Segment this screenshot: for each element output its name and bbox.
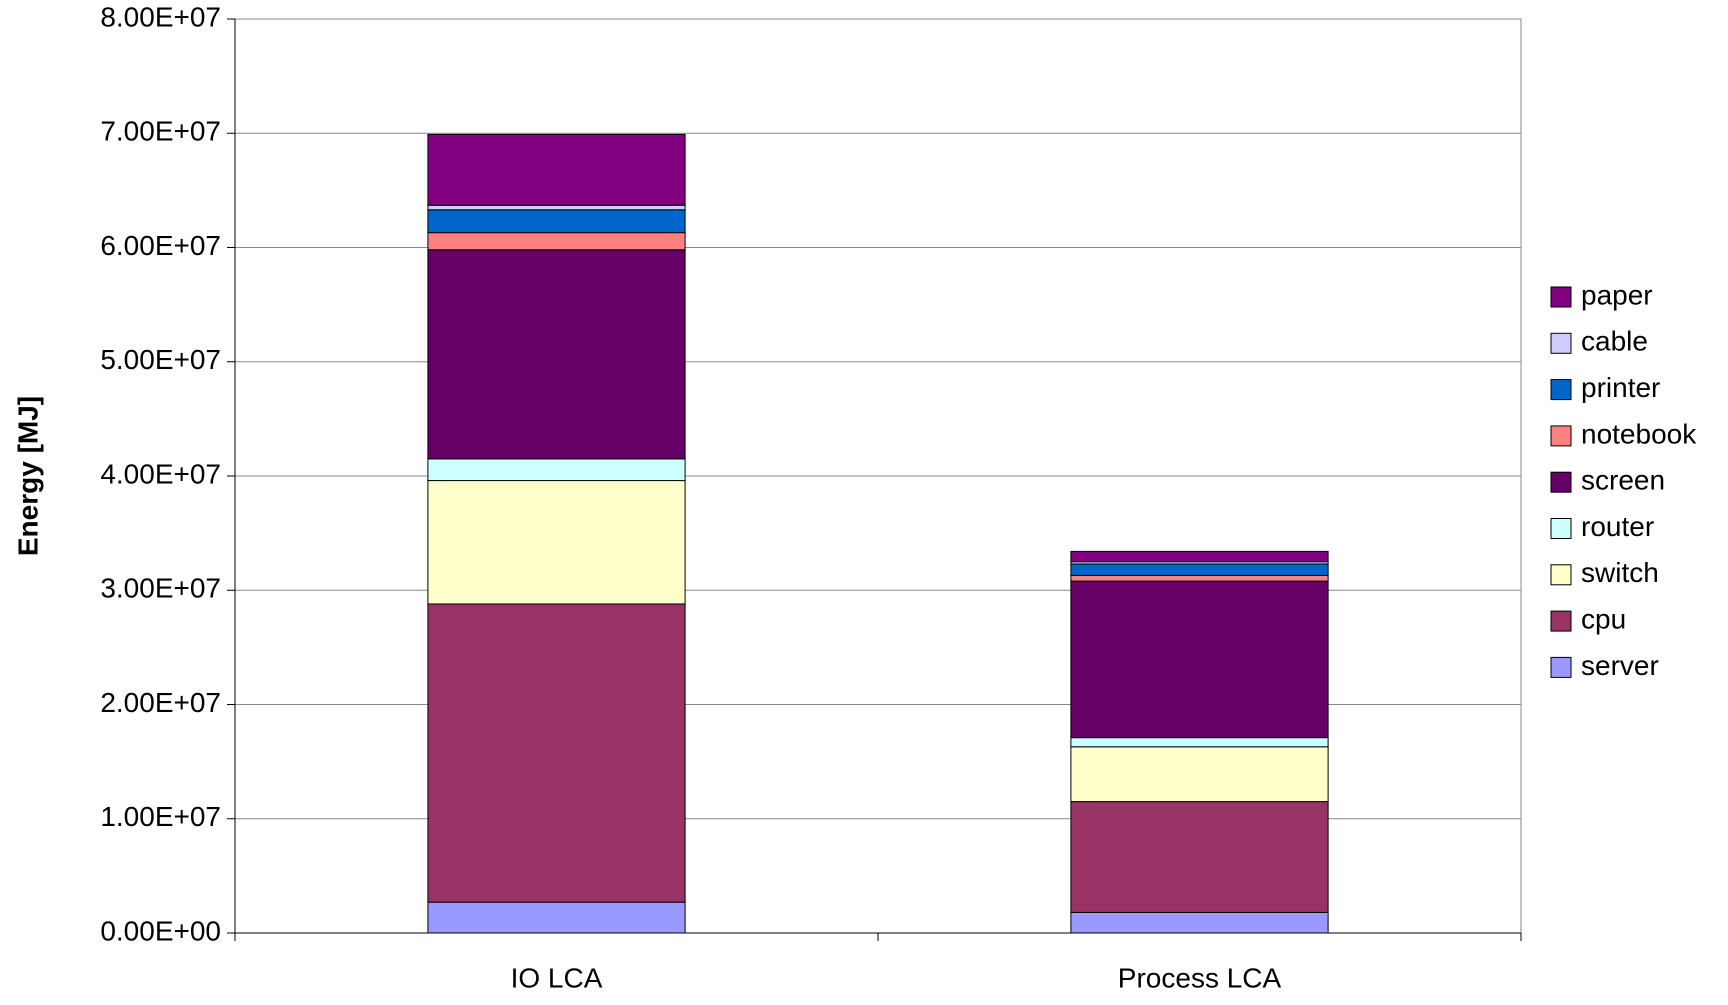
bar-segment <box>1070 746 1329 803</box>
legend-label: cpu <box>1581 603 1626 634</box>
bar-segment <box>427 480 686 605</box>
y-axis-title: Energy [MJ] <box>12 396 43 556</box>
y-tick-label: 2.00E+07 <box>100 687 221 718</box>
legend-swatch <box>1550 425 1572 447</box>
legend-swatch <box>1550 656 1572 678</box>
y-tick-label: 0.00E+00 <box>100 915 221 946</box>
bar-segment <box>1070 911 1329 934</box>
legend-label: paper <box>1581 279 1653 310</box>
legend-label: router <box>1581 511 1654 542</box>
bar-segment <box>1070 580 1329 739</box>
bar-segment <box>427 901 686 934</box>
legend-swatch <box>1550 379 1572 401</box>
bar-segment <box>427 209 686 234</box>
bar-segment <box>427 458 686 482</box>
bar-segment <box>427 249 686 460</box>
legend-label: cable <box>1581 326 1648 357</box>
bar-segment <box>427 232 686 251</box>
legend-swatch <box>1550 332 1572 354</box>
legend-label: notebook <box>1581 418 1697 449</box>
y-tick-label: 7.00E+07 <box>100 116 221 147</box>
bar-segment <box>1070 574 1329 582</box>
legend-swatch <box>1550 564 1572 586</box>
legend-label: printer <box>1581 372 1660 403</box>
y-tick-label: 1.00E+07 <box>100 801 221 832</box>
bar-segment <box>427 133 686 206</box>
x-tick-label: Process LCA <box>1118 962 1282 993</box>
y-tick-label: 5.00E+07 <box>100 344 221 375</box>
bar-segment <box>427 603 686 903</box>
y-tick-label: 4.00E+07 <box>100 458 221 489</box>
legend-swatch <box>1550 518 1572 539</box>
bar-segment <box>1070 563 1329 576</box>
legend-label: screen <box>1581 465 1665 496</box>
y-tick-label: 3.00E+07 <box>100 573 221 604</box>
y-tick-label: 6.00E+07 <box>100 230 221 261</box>
x-tick-label: IO LCA <box>511 962 603 993</box>
bar-segment <box>1070 801 1329 913</box>
legend-swatch <box>1550 471 1572 493</box>
legend-swatch <box>1550 610 1572 632</box>
legend-swatch <box>1550 286 1572 308</box>
bar-segment <box>1070 737 1329 748</box>
legend-label: switch <box>1581 557 1659 588</box>
bar-segment <box>1070 550 1329 563</box>
legend-label: server <box>1581 650 1659 681</box>
bar-segment <box>427 204 686 211</box>
y-tick-label: 8.00E+07 <box>100 1 221 32</box>
